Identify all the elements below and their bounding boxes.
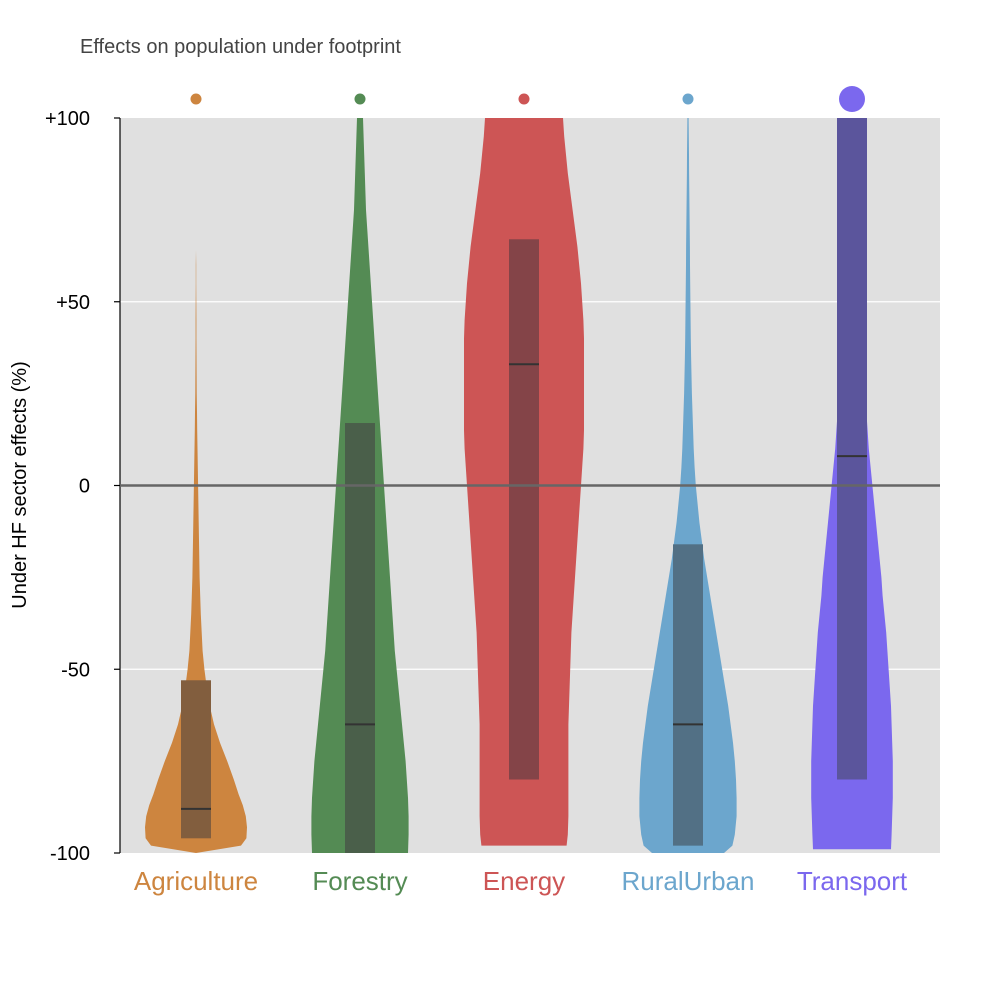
- top-marker-transport: [839, 86, 865, 112]
- category-label-forestry: Forestry: [312, 866, 407, 896]
- y-axis-label: Under HF sector effects (%): [9, 361, 31, 608]
- top-marker-energy: [518, 93, 530, 105]
- top-marker-ruralurban: [682, 93, 694, 105]
- top-marker-agriculture: [190, 93, 202, 105]
- category-label-ruralurban: RuralUrban: [622, 866, 755, 896]
- y-tick-label: -50: [61, 659, 90, 681]
- chart-title: Effects on population under footprint: [80, 36, 401, 58]
- iqr-box-energy: [509, 239, 539, 780]
- iqr-box-forestry: [345, 423, 375, 853]
- iqr-box-ruralurban: [673, 544, 703, 846]
- y-tick-label: +50: [56, 292, 90, 314]
- y-axis-ticks: +100 +50 0 -50 -100: [45, 108, 120, 865]
- iqr-box-transport: [837, 118, 867, 780]
- top-marker-forestry: [354, 93, 366, 105]
- category-label-agriculture: Agriculture: [134, 866, 258, 896]
- y-tick-label: -100: [50, 843, 90, 865]
- top-markers: [190, 86, 865, 112]
- y-tick-label: +100: [45, 108, 90, 130]
- iqr-box-agriculture: [181, 680, 211, 839]
- category-label-transport: Transport: [797, 866, 908, 896]
- x-axis-categories: Agriculture Forestry Energy RuralUrban Trans…: [134, 866, 908, 896]
- y-tick-label: 0: [79, 476, 90, 498]
- violin-agriculture: [145, 250, 247, 854]
- category-label-energy: Energy: [483, 866, 565, 896]
